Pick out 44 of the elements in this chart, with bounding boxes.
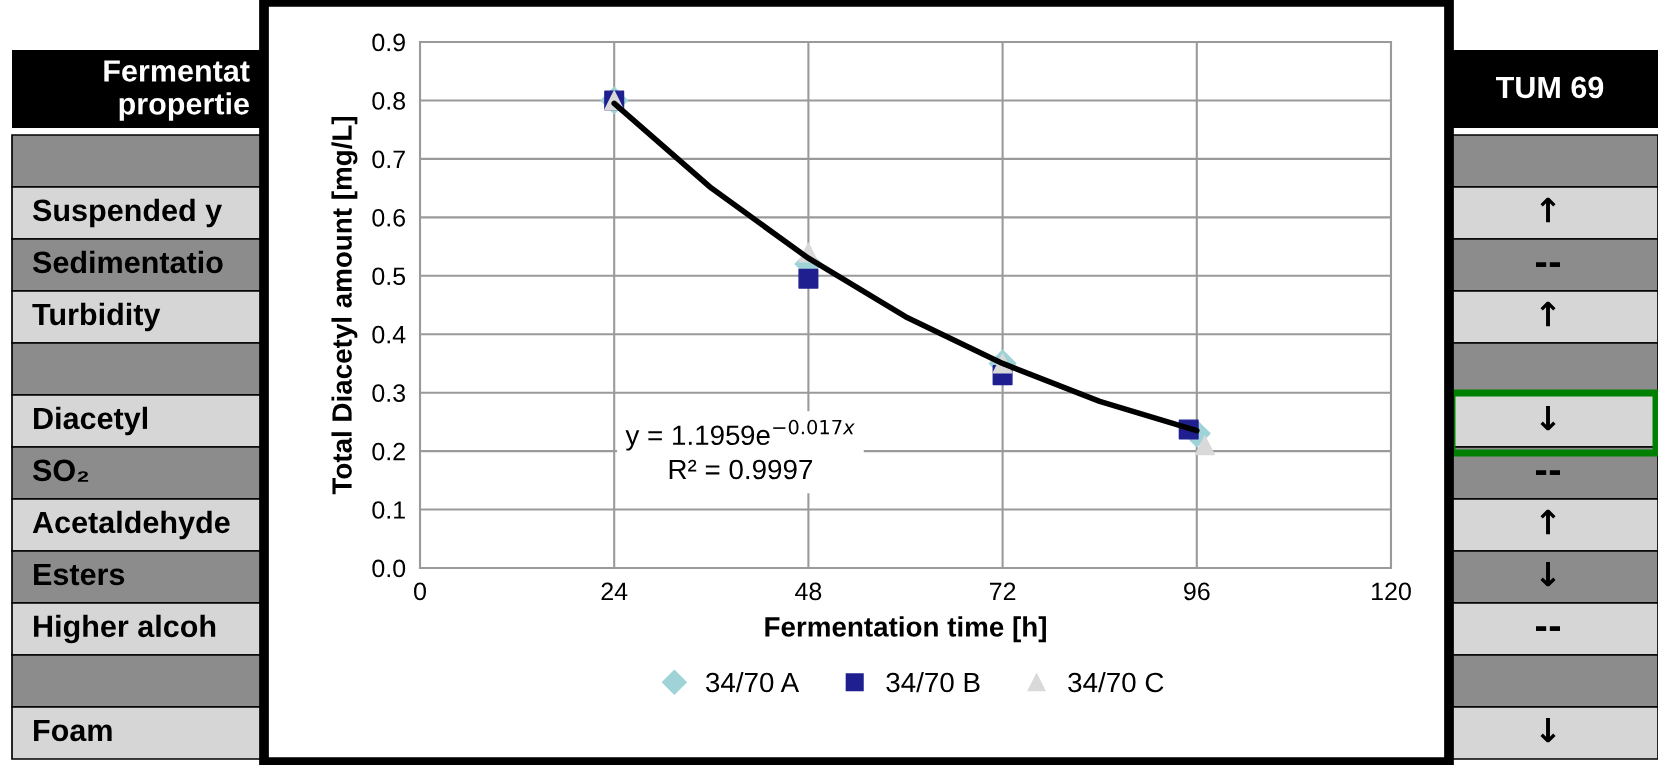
y-tick-label: 0.3 bbox=[372, 384, 406, 402]
y-axis-title: Total Diacetyl amount [mg/L] bbox=[331, 116, 358, 495]
text: Esters bbox=[34, 563, 125, 586]
text: ↑ bbox=[1540, 197, 1556, 223]
text: y = 1.1959e$^{−0.017x}$ R² = 0.9997 bbox=[625, 419, 855, 480]
text: ↑ bbox=[1540, 509, 1556, 535]
text: ↓ bbox=[1540, 717, 1556, 743]
x-tick-label: 72 bbox=[989, 582, 1016, 601]
point bbox=[798, 268, 819, 289]
text: ↓ bbox=[1540, 405, 1556, 431]
x-tick-label: 96 bbox=[1184, 582, 1210, 601]
text: SO₂ bbox=[32, 459, 89, 482]
y-tick-label: 0.6 bbox=[372, 208, 406, 227]
text: Suspended y bbox=[32, 198, 222, 228]
text: Diacetyl bbox=[34, 406, 148, 436]
x-tick-label: 48 bbox=[795, 582, 822, 601]
y-tick-label: 0.1 bbox=[372, 501, 405, 519]
y-tick-label: 0.2 bbox=[372, 442, 405, 461]
text: Fermentat propertie bbox=[104, 60, 250, 121]
text: Sedimentatio bbox=[32, 250, 223, 274]
text: -- bbox=[1535, 262, 1561, 267]
text: -- bbox=[1535, 470, 1561, 475]
x-tick-label: 24 bbox=[601, 582, 628, 601]
text: ↑ bbox=[1540, 301, 1556, 327]
text: -- bbox=[1535, 626, 1561, 631]
y-tick-label: 0.0 bbox=[372, 559, 406, 578]
x-axis-title: Fermentation time [h] bbox=[765, 616, 1046, 643]
text: ↓ bbox=[1540, 561, 1556, 587]
text: Higher alcoh bbox=[34, 614, 216, 644]
y-tick-label: 0.5 bbox=[372, 267, 406, 286]
x-tick-label: 120 bbox=[1372, 582, 1411, 601]
legend-label: 34/70 C bbox=[1068, 671, 1164, 693]
y-tick-label: 0.4 bbox=[372, 325, 406, 344]
y-tick-label: 0.9 bbox=[372, 33, 405, 52]
text: Foam bbox=[34, 719, 112, 742]
y-tick-label: 0.8 bbox=[372, 92, 406, 110]
text: TUM 69 bbox=[1496, 76, 1604, 99]
text: Acetaldehyde bbox=[32, 510, 230, 540]
point bbox=[1194, 435, 1215, 456]
y-tick-label: 0.7 bbox=[372, 150, 405, 169]
x-tick-label: 0 bbox=[414, 582, 426, 601]
legend-label: 34/70 A bbox=[705, 671, 800, 693]
text: Turbidity bbox=[32, 302, 161, 332]
legend-label: 34/70 B bbox=[886, 671, 980, 693]
